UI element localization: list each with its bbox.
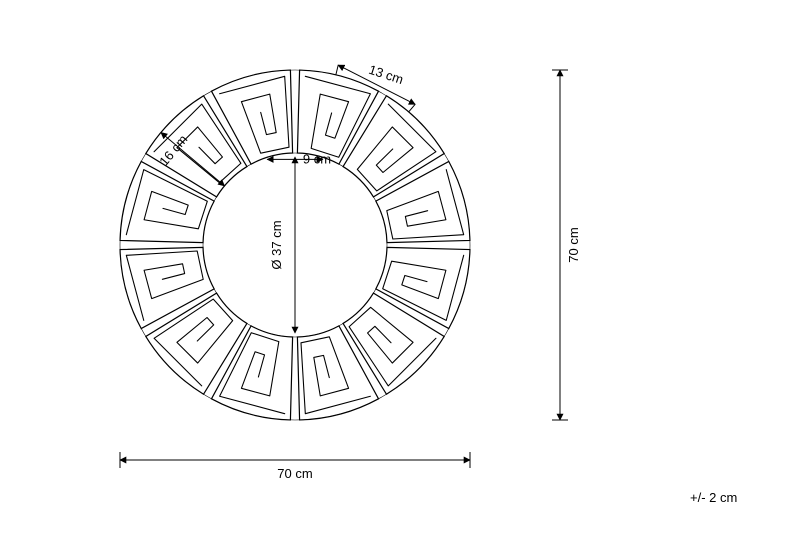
tolerance-note: +/- 2 cm: [690, 490, 737, 505]
dim-label: Ø 37 cm: [269, 220, 284, 269]
dim-label: 9 cm: [303, 151, 331, 166]
dim-label: 70 cm: [566, 227, 581, 262]
dim-label: 16 cm: [156, 132, 190, 169]
dim-label: 70 cm: [277, 466, 312, 481]
dim-label: 13 cm: [367, 62, 405, 87]
